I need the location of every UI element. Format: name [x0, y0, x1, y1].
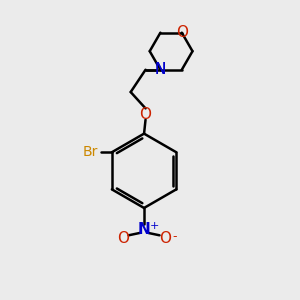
Text: -: - [172, 230, 177, 243]
Text: +: + [149, 221, 159, 231]
Text: O: O [160, 231, 172, 246]
Text: N: N [138, 222, 150, 237]
Text: N: N [155, 62, 166, 77]
Text: O: O [117, 231, 129, 246]
Text: N: N [155, 62, 166, 77]
Text: O: O [140, 107, 152, 122]
Text: O: O [176, 25, 188, 40]
Text: Br: Br [83, 145, 98, 159]
